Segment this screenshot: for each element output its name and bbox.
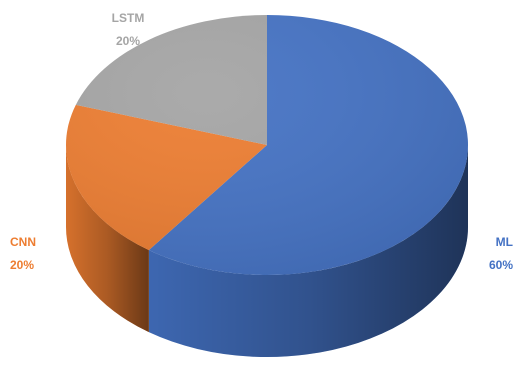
- pie-tops: [65, 15, 469, 275]
- pie-top-shading: [66, 15, 468, 275]
- data-label-ml-value: 60%: [489, 258, 513, 272]
- pie-side-shade-ml: [148, 145, 468, 357]
- data-label-cnn-value: 20%: [10, 258, 34, 272]
- data-label-ml-category: ML: [496, 235, 513, 249]
- data-label-lstm-category: LSTM: [112, 11, 145, 25]
- pie-labels: ML 60% CNN 20% LSTM 20%: [10, 11, 513, 272]
- pie-side-shade-cnn: [65, 145, 149, 333]
- data-label-cnn-category: CNN: [10, 235, 36, 249]
- data-label-lstm-value: 20%: [116, 34, 140, 48]
- pie-sides: [65, 145, 468, 357]
